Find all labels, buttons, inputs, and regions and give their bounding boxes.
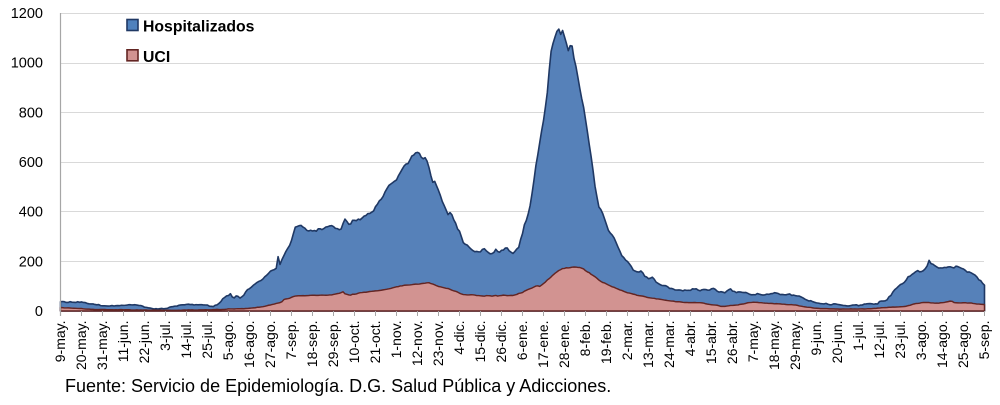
svg-text:29-sep.: 29-sep. [325, 321, 341, 368]
svg-text:5-sep.: 5-sep. [976, 321, 992, 360]
svg-text:400: 400 [19, 205, 43, 221]
svg-text:13-mar.: 13-mar. [640, 321, 656, 368]
svg-text:9-jun.: 9-jun. [808, 321, 824, 356]
svg-text:7-may.: 7-may. [745, 321, 761, 363]
svg-text:25-ago.: 25-ago. [955, 321, 971, 368]
svg-text:1-jul.: 1-jul. [850, 321, 866, 351]
svg-text:11-jun.: 11-jun. [115, 321, 131, 363]
svg-text:8-feb.: 8-feb. [577, 321, 593, 357]
svg-text:20-jun.: 20-jun. [829, 321, 845, 364]
svg-text:14-jul.: 14-jul. [178, 321, 194, 359]
svg-text:26-abr.: 26-abr. [724, 321, 740, 365]
svg-text:18-may.: 18-may. [766, 321, 782, 371]
svg-text:14-ago.: 14-ago. [934, 321, 950, 368]
svg-text:23-jul.: 23-jul. [892, 321, 908, 359]
svg-text:6-ene.: 6-ene. [514, 321, 530, 361]
svg-text:24-mar.: 24-mar. [661, 321, 677, 368]
svg-text:19-feb.: 19-feb. [598, 321, 614, 365]
svg-text:Fuente: Servicio de Epidemiolo: Fuente: Servicio de Epidemiología. D.G. … [65, 376, 611, 396]
svg-text:16-ago.: 16-ago. [241, 321, 257, 368]
svg-text:15-dic.: 15-dic. [472, 321, 488, 363]
svg-text:3-ago.: 3-ago. [913, 321, 929, 361]
svg-text:2-mar.: 2-mar. [619, 321, 635, 361]
svg-text:4-dic.: 4-dic. [451, 321, 467, 355]
svg-text:4-abr.: 4-abr. [682, 321, 698, 357]
svg-text:9-may.: 9-may. [52, 321, 68, 363]
svg-text:12-nov.: 12-nov. [409, 321, 425, 367]
svg-text:21-oct.: 21-oct. [367, 321, 383, 364]
svg-text:1-nov.: 1-nov. [388, 321, 404, 359]
svg-text:15-abr.: 15-abr. [703, 321, 719, 365]
svg-text:7-sep.: 7-sep. [283, 321, 299, 360]
svg-text:Hospitalizados: Hospitalizados [143, 19, 255, 36]
svg-text:UCI: UCI [143, 49, 170, 66]
svg-text:27-ago.: 27-ago. [262, 321, 278, 368]
svg-text:20-may.: 20-may. [73, 321, 89, 371]
svg-text:5-ago.: 5-ago. [220, 321, 236, 361]
svg-text:26-dic.: 26-dic. [493, 321, 509, 363]
svg-text:0: 0 [35, 304, 43, 320]
svg-text:12-jul.: 12-jul. [871, 321, 887, 359]
svg-text:600: 600 [19, 155, 43, 171]
svg-text:18-sep.: 18-sep. [304, 321, 320, 368]
svg-text:800: 800 [19, 105, 43, 121]
svg-text:25-jul.: 25-jul. [199, 321, 215, 359]
svg-text:200: 200 [19, 254, 43, 270]
svg-text:31-may.: 31-may. [94, 321, 110, 371]
svg-text:28-ene.: 28-ene. [556, 321, 572, 368]
svg-text:23-nov.: 23-nov. [430, 321, 446, 367]
svg-text:17-ene.: 17-ene. [535, 321, 551, 368]
svg-text:10-oct.: 10-oct. [346, 321, 362, 364]
svg-text:1000: 1000 [11, 56, 43, 72]
svg-text:3-jul.: 3-jul. [157, 321, 173, 351]
svg-text:22-jun.: 22-jun. [136, 321, 152, 364]
svg-text:1200: 1200 [11, 6, 43, 22]
svg-text:29-may.: 29-may. [787, 321, 803, 371]
